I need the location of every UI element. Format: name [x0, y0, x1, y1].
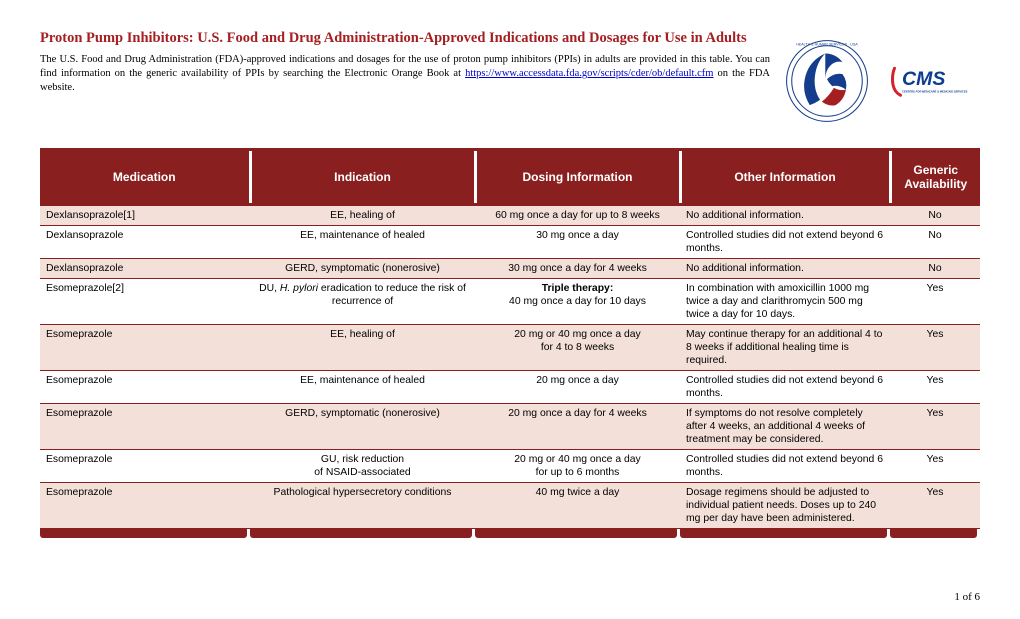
table-cell: Yes: [890, 450, 980, 483]
column-header: Indication: [250, 150, 475, 205]
table-row: EsomeprazolePathological hypersecretory …: [40, 483, 980, 529]
table-cell: DU, H. pylori eradication to reduce the …: [250, 279, 475, 325]
table-body: Dexlansoprazole[1]EE, healing of60 mg on…: [40, 205, 980, 529]
header: Proton Pump Inhibitors: U.S. Food and Dr…: [40, 30, 980, 126]
table-cell: Esomeprazole: [40, 404, 250, 450]
table-cell: Controlled studies did not extend beyond…: [680, 371, 890, 404]
table-cell: Yes: [890, 371, 980, 404]
ppi-table: MedicationIndicationDosing InformationOt…: [40, 148, 980, 529]
table-cell: 20 mg or 40 mg once a dayfor up to 6 mon…: [475, 450, 680, 483]
table-cell: 20 mg once a day: [475, 371, 680, 404]
table-cell: Esomeprazole: [40, 483, 250, 529]
intro-paragraph: The U.S. Food and Drug Administration (F…: [40, 53, 770, 96]
footer-tab: [475, 529, 677, 538]
table-cell: GU, risk reductionof NSAID-associated: [250, 450, 475, 483]
column-header: Other Information: [680, 150, 890, 205]
table-cell: Yes: [890, 325, 980, 371]
table-cell: EE, healing of: [250, 205, 475, 226]
table-cell: Yes: [890, 404, 980, 450]
table-header: MedicationIndicationDosing InformationOt…: [40, 150, 980, 205]
fda-link[interactable]: https://www.accessdata.fda.gov/scripts/c…: [465, 68, 713, 79]
svg-text:CENTERS FOR MEDICARE & MEDICAI: CENTERS FOR MEDICARE & MEDICAID SERVICES: [902, 89, 968, 93]
cms-logo-icon: CMS CENTERS FOR MEDICARE & MEDICAID SERV…: [890, 61, 980, 101]
table-row: EsomeprazoleGU, risk reductionof NSAID-a…: [40, 450, 980, 483]
logo-block: HEALTH & HUMAN SERVICES · USA CMS CENTER…: [782, 30, 980, 126]
table-cell: Controlled studies did not extend beyond…: [680, 450, 890, 483]
table-cell: No additional information.: [680, 259, 890, 279]
footer-tab: [680, 529, 887, 538]
table-cell: No: [890, 259, 980, 279]
table-cell: Triple therapy:40 mg once a day for 10 d…: [475, 279, 680, 325]
table-cell: Esomeprazole: [40, 371, 250, 404]
table-cell: EE, maintenance of healed: [250, 371, 475, 404]
ppi-table-container: MedicationIndicationDosing InformationOt…: [40, 148, 980, 538]
table-cell: Pathological hypersecretory conditions: [250, 483, 475, 529]
table-cell: EE, maintenance of healed: [250, 226, 475, 259]
table-cell: 20 mg once a day for 4 weeks: [475, 404, 680, 450]
table-cell: No additional information.: [680, 205, 890, 226]
hhs-logo-icon: HEALTH & HUMAN SERVICES · USA: [782, 36, 872, 126]
table-cell: Dosage regimens should be adjusted to in…: [680, 483, 890, 529]
table-cell: 30 mg once a day for 4 weeks: [475, 259, 680, 279]
column-header: Dosing Information: [475, 150, 680, 205]
column-header: Medication: [40, 150, 250, 205]
table-cell: GERD, symptomatic (nonerosive): [250, 259, 475, 279]
table-cell: Controlled studies did not extend beyond…: [680, 226, 890, 259]
table-cell: If symptoms do not resolve completely af…: [680, 404, 890, 450]
table-cell: No: [890, 205, 980, 226]
table-cell: 20 mg or 40 mg once a dayfor 4 to 8 week…: [475, 325, 680, 371]
table-row: Dexlansoprazole[1]EE, healing of60 mg on…: [40, 205, 980, 226]
footer-tabs: [40, 529, 980, 538]
table-cell: GERD, symptomatic (nonerosive): [250, 404, 475, 450]
table-row: DexlansoprazoleEE, maintenance of healed…: [40, 226, 980, 259]
table-cell: Dexlansoprazole: [40, 226, 250, 259]
table-row: EsomeprazoleEE, healing of20 mg or 40 mg…: [40, 325, 980, 371]
table-cell: 30 mg once a day: [475, 226, 680, 259]
table-row: EsomeprazoleGERD, symptomatic (nonerosiv…: [40, 404, 980, 450]
table-cell: 60 mg once a day for up to 8 weeks: [475, 205, 680, 226]
table-cell: May continue therapy for an additional 4…: [680, 325, 890, 371]
table-cell: Yes: [890, 483, 980, 529]
table-cell: Yes: [890, 279, 980, 325]
table-cell: In combination with amoxicillin 1000 mg …: [680, 279, 890, 325]
footer-tab: [890, 529, 977, 538]
svg-text:CMS: CMS: [902, 68, 945, 90]
footer-tab: [40, 529, 247, 538]
footer-tab: [250, 529, 472, 538]
table-cell: No: [890, 226, 980, 259]
header-text-block: Proton Pump Inhibitors: U.S. Food and Dr…: [40, 30, 770, 96]
table-cell: Dexlansoprazole[1]: [40, 205, 250, 226]
table-cell: Esomeprazole[2]: [40, 279, 250, 325]
table-cell: Esomeprazole: [40, 450, 250, 483]
table-row: DexlansoprazoleGERD, symptomatic (nonero…: [40, 259, 980, 279]
table-cell: Esomeprazole: [40, 325, 250, 371]
svg-text:HEALTH & HUMAN SERVICES · USA: HEALTH & HUMAN SERVICES · USA: [796, 43, 858, 47]
table-row: Esomeprazole[2]DU, H. pylori eradication…: [40, 279, 980, 325]
table-row: EsomeprazoleEE, maintenance of healed20 …: [40, 371, 980, 404]
page-title: Proton Pump Inhibitors: U.S. Food and Dr…: [40, 30, 770, 47]
page-number: 1 of 6: [954, 591, 980, 603]
table-cell: Dexlansoprazole: [40, 259, 250, 279]
table-cell: 40 mg twice a day: [475, 483, 680, 529]
column-header: Generic Availability: [890, 150, 980, 205]
table-cell: EE, healing of: [250, 325, 475, 371]
